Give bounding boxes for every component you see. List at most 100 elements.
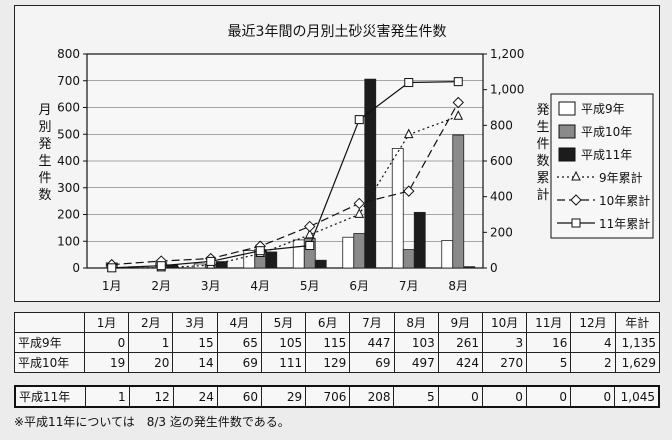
month-header: 7月 — [349, 312, 395, 333]
legend-label: 平成9年 — [581, 102, 625, 116]
table-header-row: 1月 2月 3月 4月 5月 6月 7月 8月 9月 10月 11月 12月 年計 — [14, 312, 661, 333]
table-cell: 0 — [481, 385, 527, 408]
table-cell: 1 — [84, 385, 130, 408]
chart-title: 最近3年間の月別土砂災害発生件数 — [228, 24, 447, 40]
bar — [402, 249, 415, 269]
x-tick-label: 1月 — [102, 279, 122, 293]
month-header: 1月 — [83, 312, 130, 333]
table-cell: 16 — [526, 332, 572, 353]
series-point — [453, 77, 463, 87]
y-left-tick-label: 500 — [57, 127, 80, 141]
month-header: 11月 — [526, 312, 572, 333]
y-left-label-char: 数 — [38, 188, 51, 203]
row-label: 平成11年 — [14, 385, 86, 408]
bar — [463, 266, 476, 269]
bar — [292, 239, 305, 269]
table-cell: 105 — [260, 332, 307, 353]
month-header: 3月 — [172, 312, 218, 333]
y-right-label-char: 計 — [536, 187, 549, 203]
y-right-label-char: 発 — [536, 103, 549, 118]
series-point — [107, 263, 117, 273]
y-left-label-char: 月 — [38, 103, 51, 118]
table-cell: 261 — [437, 332, 483, 353]
series-line — [111, 115, 459, 269]
table-cell: 5 — [526, 352, 572, 373]
chart-frame: 最近3年間の月別土砂災害発生件数 0 100 200 300 400 500 600 700 80… — [14, 5, 660, 302]
series-point — [304, 228, 315, 239]
bar — [413, 211, 426, 269]
data-table-h11: 平成11年 1 12 24 60 29 706 208 5 0 0 0 0 1,045 — [14, 385, 660, 408]
table-row: 平成11年 1 12 24 60 29 706 208 5 0 0 0 0 1,045 — [14, 385, 660, 408]
legend-marker — [570, 194, 582, 206]
y-left-tick-label: 0 — [72, 261, 80, 275]
table-cell: 0 — [570, 385, 616, 408]
month-header: 4月 — [216, 312, 262, 333]
bar — [342, 236, 355, 269]
series-point — [452, 96, 464, 109]
y-right-tick-label: 400 — [490, 190, 513, 204]
legend-swatch — [558, 147, 576, 162]
table-cell: 3 — [481, 332, 528, 353]
table-corner — [14, 312, 85, 333]
y-right-tick-label: 800 — [490, 118, 513, 132]
series-point — [404, 78, 414, 88]
x-tick-label: 3月 — [201, 279, 221, 293]
series-line — [111, 102, 459, 266]
series-point — [305, 241, 315, 251]
table-cell: 111 — [260, 352, 307, 373]
table-cell: 69 — [349, 352, 395, 373]
y-left-label-char: 別 — [38, 120, 51, 135]
series-point — [354, 208, 365, 218]
data-table: 1月 2月 3月 4月 5月 6月 7月 8月 9月 10月 11月 12月 年計 平成9年 0 1 15 65… — [14, 312, 661, 373]
y-right-tick-label: 1,200 — [490, 47, 524, 61]
y-left-label-char: 発 — [38, 137, 51, 152]
table-cell: 5 — [393, 385, 439, 408]
bar — [314, 259, 327, 269]
table-cell: 14 — [172, 352, 218, 373]
legend — [550, 93, 654, 239]
table-cell: 0 — [83, 332, 130, 353]
legend-label: 11年累計 — [599, 216, 650, 231]
legend-label: 9年累計 — [599, 170, 643, 185]
y-left-tick-label: 400 — [57, 154, 80, 168]
y-left-tick-label: 300 — [57, 181, 80, 195]
table-cell: 706 — [305, 385, 351, 408]
series-point — [304, 220, 316, 233]
row-total: 1,629 — [614, 352, 661, 373]
month-header: 9月 — [437, 312, 483, 333]
series-point — [403, 128, 414, 139]
legend-marker — [571, 170, 581, 181]
legend-swatch — [558, 101, 576, 116]
table-cell: 447 — [349, 332, 395, 353]
table-cell: 65 — [216, 332, 262, 353]
table-cell: 0 — [437, 385, 483, 408]
bar — [353, 233, 366, 269]
table-cell: 497 — [393, 352, 439, 373]
legend-label: 平成11年 — [581, 148, 632, 162]
plot-frame — [86, 53, 484, 269]
table-cell: 129 — [305, 352, 351, 373]
y-right-tick-label: 600 — [490, 154, 513, 168]
y-left-tick-label: 800 — [57, 47, 80, 61]
series-point — [206, 256, 216, 266]
table-cell: 20 — [128, 352, 174, 373]
legend-label: 10年累計 — [599, 193, 650, 208]
table-cell: 103 — [393, 332, 439, 353]
x-tick-label: 2月 — [151, 279, 171, 293]
y-right-tick-label: 1,000 — [490, 83, 524, 97]
series-line — [111, 81, 459, 269]
month-header: 10月 — [481, 312, 528, 333]
table-cell: 15 — [172, 332, 218, 353]
bar — [215, 261, 228, 269]
bar — [441, 240, 454, 269]
row-label: 平成10年 — [14, 352, 85, 373]
table-cell: 2 — [570, 352, 616, 373]
bar — [391, 148, 404, 269]
y-left-label-char: 件 — [38, 171, 51, 186]
y-left-tick-label: 600 — [57, 101, 80, 115]
series-point — [354, 115, 364, 125]
table-cell: 0 — [525, 385, 572, 408]
total-header: 年計 — [614, 312, 661, 333]
y-right-label-char: 数 — [536, 154, 549, 169]
table-cell: 24 — [172, 385, 218, 408]
